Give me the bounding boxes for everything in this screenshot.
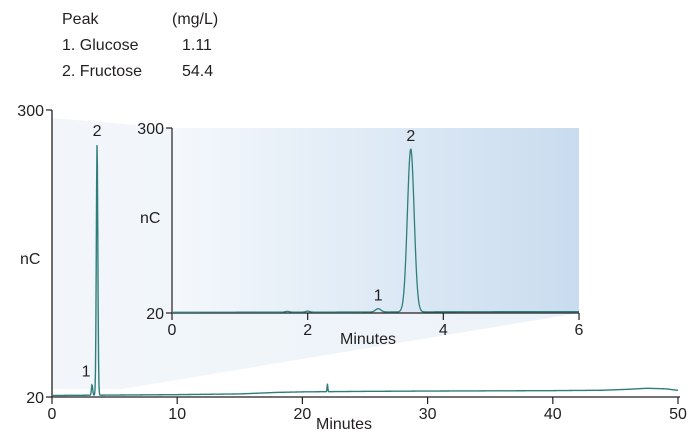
inset-x-ticks: 0 2 4 6 [168,313,584,339]
inset-x-axis-label: Minutes [340,331,396,348]
main-x-axis-label: Minutes [316,416,372,432]
legend-row-1-label: 1. Glucose [62,37,139,54]
main-x-ticks: 0 10 20 30 40 50 [48,397,687,423]
inset-x-tick-label: 4 [439,322,448,339]
legend-header-unit: (mg/L) [172,11,218,28]
inset-x-tick-label: 2 [303,322,312,339]
main-y-ticks: 20 300 [17,103,52,407]
inset-y-ticks: 20 300 [137,121,172,323]
main-peak-label-2: 2 [93,123,102,140]
legend-row-2-label: 2. Fructose [62,63,142,80]
inset-background [172,128,579,313]
legend-header-peak: Peak [62,11,99,28]
main-x-tick-label: 20 [294,406,312,423]
inset-x-tick-label: 0 [168,322,177,339]
inset-peak-label-2: 2 [406,128,415,145]
inset-trace [172,148,579,313]
main-y-tick-label: 20 [26,390,44,407]
main-x-tick-label: 40 [544,406,562,423]
main-x-tick-label: 50 [669,406,687,423]
legend-row-2-value: 54.4 [182,63,213,80]
inset-y-axis-label: nC [140,210,160,227]
main-y-axis-label: nC [20,251,40,268]
peak-legend: Peak (mg/L) 1. Glucose 1.11 2. Fructose … [62,11,218,80]
main-trace [52,145,679,397]
inset-y-tick-label: 20 [146,306,164,323]
inset-peak-label-1: 1 [374,288,383,305]
main-peak-labels: 12 [82,123,102,381]
inset-peak-labels: 12 [374,128,416,305]
main-peak-label-1: 1 [82,364,91,381]
main-x-tick-label: 30 [419,406,437,423]
legend-row-1-value: 1.11 [182,37,212,54]
inset-y-tick-label: 300 [137,121,164,138]
inset-x-tick-label: 6 [575,322,584,339]
main-x-tick-label: 10 [168,406,186,423]
main-y-tick-label: 300 [17,103,44,120]
main-x-tick-label: 0 [48,406,57,423]
